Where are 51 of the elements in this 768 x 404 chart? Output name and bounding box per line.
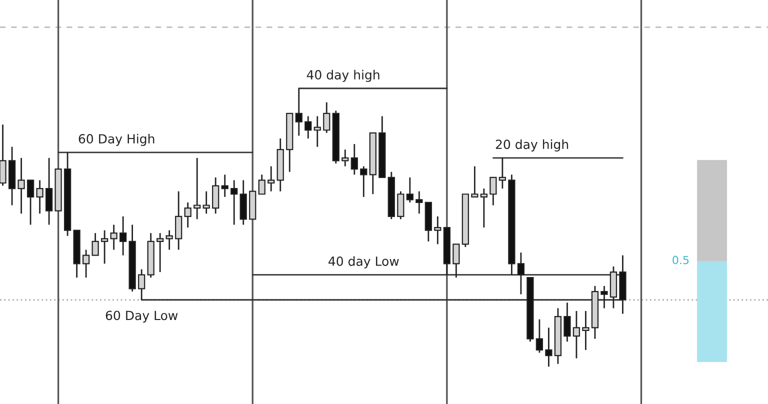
candlestick xyxy=(564,302,571,342)
candlestick xyxy=(184,202,192,228)
candlestick xyxy=(120,216,127,256)
candlestick xyxy=(350,143,358,176)
candlestick xyxy=(517,252,525,295)
candlestick xyxy=(342,148,349,167)
candlestick xyxy=(110,224,118,250)
candlestick xyxy=(304,116,312,140)
candlestick xyxy=(221,174,228,198)
candlestick xyxy=(194,157,201,220)
candlestick xyxy=(36,180,44,214)
candlestick xyxy=(18,157,25,214)
text: 0.5 xyxy=(672,256,689,264)
candlestick xyxy=(268,166,275,192)
candlestick xyxy=(600,285,608,309)
candlestick xyxy=(323,102,330,134)
series-label: 40 day high xyxy=(306,70,380,82)
candlestick xyxy=(82,249,90,278)
series-label: 60 Day High xyxy=(78,134,154,146)
candlestick xyxy=(0,124,6,186)
candlestick xyxy=(100,230,108,264)
candlestick xyxy=(92,232,99,256)
candlestick xyxy=(582,310,590,351)
candlestick xyxy=(202,190,210,214)
candlestick xyxy=(416,190,423,214)
candlestick xyxy=(26,180,34,226)
candlestick xyxy=(480,188,488,228)
candlestick xyxy=(572,310,580,359)
candlestick xyxy=(397,190,404,220)
candlestick xyxy=(166,230,173,250)
candlestick xyxy=(452,244,460,278)
candlestick xyxy=(45,157,53,226)
candlestick xyxy=(258,174,266,195)
series-label: 60 Day Low xyxy=(106,310,178,323)
candlestick xyxy=(156,232,164,273)
series-label: 20 day high xyxy=(496,139,568,152)
candlestick xyxy=(175,190,182,250)
candlestick xyxy=(490,176,497,206)
candlestick xyxy=(545,327,552,368)
candlestick xyxy=(230,180,238,226)
candlestick xyxy=(360,166,368,198)
candlestick xyxy=(434,216,442,245)
series-label: 40 day Low xyxy=(328,256,399,268)
candlestick xyxy=(314,116,321,148)
candlestick xyxy=(295,88,302,136)
candlestick xyxy=(536,318,544,354)
candlestick xyxy=(406,176,414,204)
candlestick xyxy=(138,268,146,301)
candlestick xyxy=(212,176,220,214)
candlestick xyxy=(471,166,478,198)
candlestick xyxy=(498,157,506,190)
